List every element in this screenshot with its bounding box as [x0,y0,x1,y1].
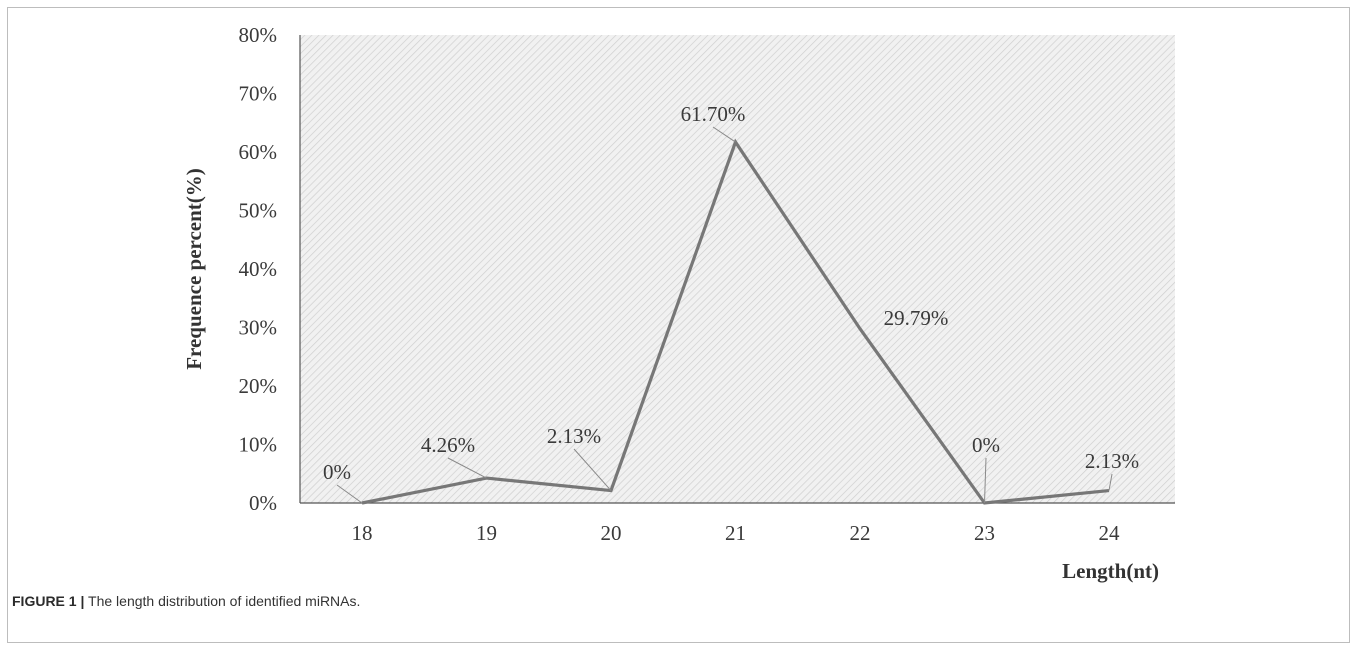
data-label-leader [984,457,987,504]
y-tick-label: 10% [239,433,278,457]
x-tick-label: 19 [476,521,497,545]
y-tick-label: 30% [239,316,278,340]
data-label: 0% [972,433,1000,457]
x-axis-title: Length(nt) [1062,559,1159,583]
x-tick-label: 21 [725,521,746,545]
caption-label: FIGURE 1 [12,593,77,609]
x-tick-label: 23 [974,521,995,545]
y-tick-label: 20% [239,374,278,398]
caption-text: The length distribution of identified mi… [88,593,361,609]
data-label: 2.13% [1085,449,1139,473]
figure-caption: FIGURE 1 | The length distribution of id… [12,593,360,609]
y-tick-label: 80% [239,23,278,47]
data-label: 2.13% [547,424,601,448]
caption-separator: | [80,593,85,609]
data-label: 29.79% [884,306,949,330]
data-label-leader [1108,473,1113,491]
x-tick-label: 22 [850,521,871,545]
x-tick-label: 18 [352,521,373,545]
data-label-leader [447,457,487,479]
x-tick-label: 20 [601,521,622,545]
y-tick-label: 40% [239,257,278,281]
data-label: 0% [323,460,351,484]
y-tick-label: 0% [249,491,277,515]
x-tick-label: 24 [1099,521,1121,545]
data-label-leader [573,448,612,491]
data-label: 61.70% [681,102,746,126]
y-axis-title: Frequence percent(%) [182,168,206,370]
plot-area [300,35,1175,503]
data-label-leader [336,484,363,504]
y-tick-label: 50% [239,199,278,223]
data-label: 4.26% [421,433,475,457]
data-label-leader [712,126,736,143]
y-tick-label: 70% [239,82,278,106]
y-tick-label: 60% [239,140,278,164]
